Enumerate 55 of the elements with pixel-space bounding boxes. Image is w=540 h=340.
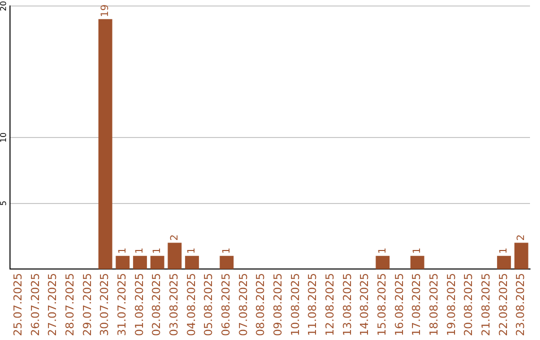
x-tick-label: 21.08.2025 <box>480 273 493 336</box>
x-tick-label: 20.08.2025 <box>462 273 476 336</box>
x-tick-label: 02.08.2025 <box>150 273 164 336</box>
data-label: 1 <box>412 247 423 254</box>
x-tick-label: 07.08.2025 <box>236 273 250 336</box>
data-label: 1 <box>186 247 198 254</box>
bar <box>376 256 390 270</box>
x-tick-label: 28.07.2025 <box>64 273 77 336</box>
bar <box>150 256 164 270</box>
bar <box>497 256 511 270</box>
x-tick-label: 31.07.2025 <box>116 273 129 336</box>
x-tick-label: 29.07.2025 <box>80 273 94 336</box>
bar <box>98 19 112 270</box>
x-tick-label: 12.08.2025 <box>324 273 337 336</box>
x-tick-label: 03.08.2025 <box>168 273 181 336</box>
data-label: 1 <box>377 247 388 254</box>
data-label: 1 <box>117 247 128 254</box>
x-tick-label: 01.08.2025 <box>132 273 146 336</box>
x-tick-label: 30.07.2025 <box>98 273 112 336</box>
data-label: 1 <box>221 247 232 254</box>
bar <box>220 256 234 270</box>
data-label: 1 <box>152 247 163 254</box>
data-label: 2 <box>516 234 527 241</box>
y-tick-label: 10 <box>0 132 8 143</box>
x-tick-label: 04.08.2025 <box>184 273 198 336</box>
y-tick-label: 20 <box>0 0 8 12</box>
x-tick-label: 13.08.2025 <box>340 273 354 336</box>
data-label: 1 <box>498 247 510 254</box>
bar <box>116 256 130 270</box>
x-tick-label: 23.08.2025 <box>514 273 528 336</box>
x-tick-label: 22.08.2025 <box>496 273 510 336</box>
x-tick-label: 19.08.2025 <box>444 273 458 336</box>
data-label: 2 <box>169 234 180 241</box>
data-label: 19 <box>100 4 111 18</box>
x-tick-label: 25.07.2025 <box>12 273 25 336</box>
x-tick-label: 11.08.2025 <box>306 273 320 336</box>
x-tick-label: 17.08.2025 <box>410 273 424 336</box>
x-tick-label: 06.08.2025 <box>220 273 233 336</box>
x-tick-label: 08.08.2025 <box>254 273 268 336</box>
bar <box>133 256 147 270</box>
bar <box>410 256 424 270</box>
x-tick-label: 16.08.2025 <box>392 273 406 336</box>
x-tick-label: 27.07.2025 <box>46 273 60 336</box>
x-tick-label: 10.08.2025 <box>288 273 302 336</box>
bar <box>514 242 528 270</box>
x-tick-label: 15.08.2025 <box>376 273 389 336</box>
x-tick-label: 26.07.2025 <box>28 273 42 336</box>
data-label: 1 <box>134 247 146 254</box>
x-tick-label: 05.08.2025 <box>202 273 216 336</box>
bar <box>168 242 182 270</box>
bar <box>185 256 199 270</box>
x-tick-label: 09.08.2025 <box>272 273 285 336</box>
x-tick-label: 18.08.2025 <box>428 273 441 336</box>
y-tick-label: 5 <box>0 200 8 206</box>
x-tick-label: 14.08.2025 <box>358 273 372 336</box>
